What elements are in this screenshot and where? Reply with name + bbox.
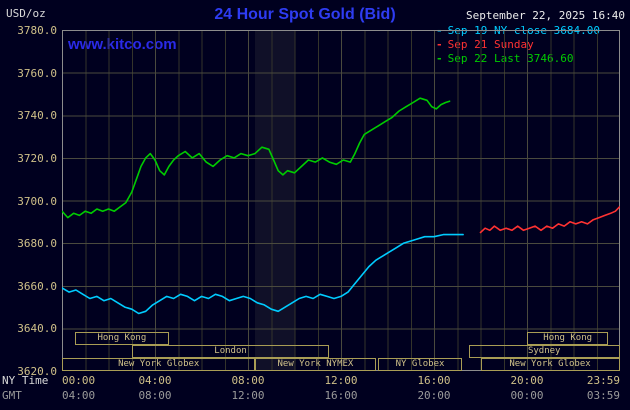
- y-tick-label: 3700.0: [17, 194, 57, 208]
- session-box-hong-kong: Hong Kong: [527, 332, 609, 345]
- plot-area: Hong Kong Hong Kong London Sydney New York G…: [62, 30, 620, 371]
- legend-marker-icon: -: [436, 38, 443, 51]
- session-box-new-york-nymex: New York NYMEX: [254, 358, 376, 371]
- legend-item-sep-22-last-3746-60: - Sep 22 Last 3746.60: [436, 52, 600, 66]
- y-tick-label: 3640.0: [17, 322, 57, 336]
- x-axis-row-label-gmt: GMT: [2, 389, 22, 402]
- x-axis-row-label-ny-time: NY Time: [2, 374, 49, 387]
- y-tick-label: 3660.0: [17, 279, 57, 293]
- series-line-sep-22-last: [62, 97, 451, 219]
- session-box-hong-kong: Hong Kong: [74, 332, 169, 345]
- x-tick-label: 00:00: [510, 389, 544, 402]
- session-box-ny-globex: NY Globex: [378, 358, 462, 371]
- x-tick-label: 04:00: [62, 389, 96, 402]
- y-axis-units-label: USD/oz: [6, 7, 46, 20]
- x-tick-label: 08:00: [138, 389, 172, 402]
- x-tick-label: 08:00: [231, 374, 265, 387]
- y-tick-label: 3680.0: [17, 237, 57, 251]
- kitco-watermark-link[interactable]: www.kitco.com: [68, 36, 177, 53]
- x-tick-label: 16:00: [417, 374, 451, 387]
- session-box-london: London: [131, 345, 330, 358]
- x-tick-label: 20:00: [417, 389, 451, 402]
- session-box-sydney: Sydney: [468, 345, 620, 358]
- y-tick-label: 3720.0: [17, 151, 57, 165]
- legend-item-sep-21-sunday: - Sep 21 Sunday: [436, 38, 600, 52]
- session-box-new-york-globex: New York Globex: [480, 358, 620, 371]
- x-tick-label: 12:00: [324, 374, 358, 387]
- x-tick-label: 23:59: [586, 374, 620, 387]
- y-tick-label: 3620.0: [17, 365, 57, 378]
- series-line-sep-19-ny-close: [62, 233, 464, 315]
- legend-label: Sep 21 Sunday: [447, 38, 534, 51]
- chart-title: 24 Hour Spot Gold (Bid): [214, 6, 396, 23]
- grid-lines: [62, 30, 620, 371]
- x-tick-label: 04:00: [138, 374, 172, 387]
- x-tick-label: 12:00: [231, 389, 265, 402]
- x-tick-label: 03:59: [586, 389, 620, 402]
- y-tick-label: 3760.0: [17, 66, 57, 80]
- session-box-new-york-globex: New York Globex: [62, 358, 255, 371]
- x-tick-label: 20:00: [510, 374, 544, 387]
- y-tick-label: 3740.0: [17, 109, 57, 123]
- legend-label: Sep 22 Last 3746.60: [447, 52, 574, 65]
- series-line-sep-21-sunday: [479, 206, 620, 234]
- x-tick-label: 16:00: [324, 389, 358, 402]
- y-tick-label: 3780.0: [17, 24, 57, 37]
- legend-marker-icon: -: [436, 52, 443, 65]
- datetime-label: September 22, 2025 16:40: [466, 9, 625, 22]
- x-tick-label: 00:00: [62, 374, 96, 387]
- chart-canvas: [62, 30, 620, 371]
